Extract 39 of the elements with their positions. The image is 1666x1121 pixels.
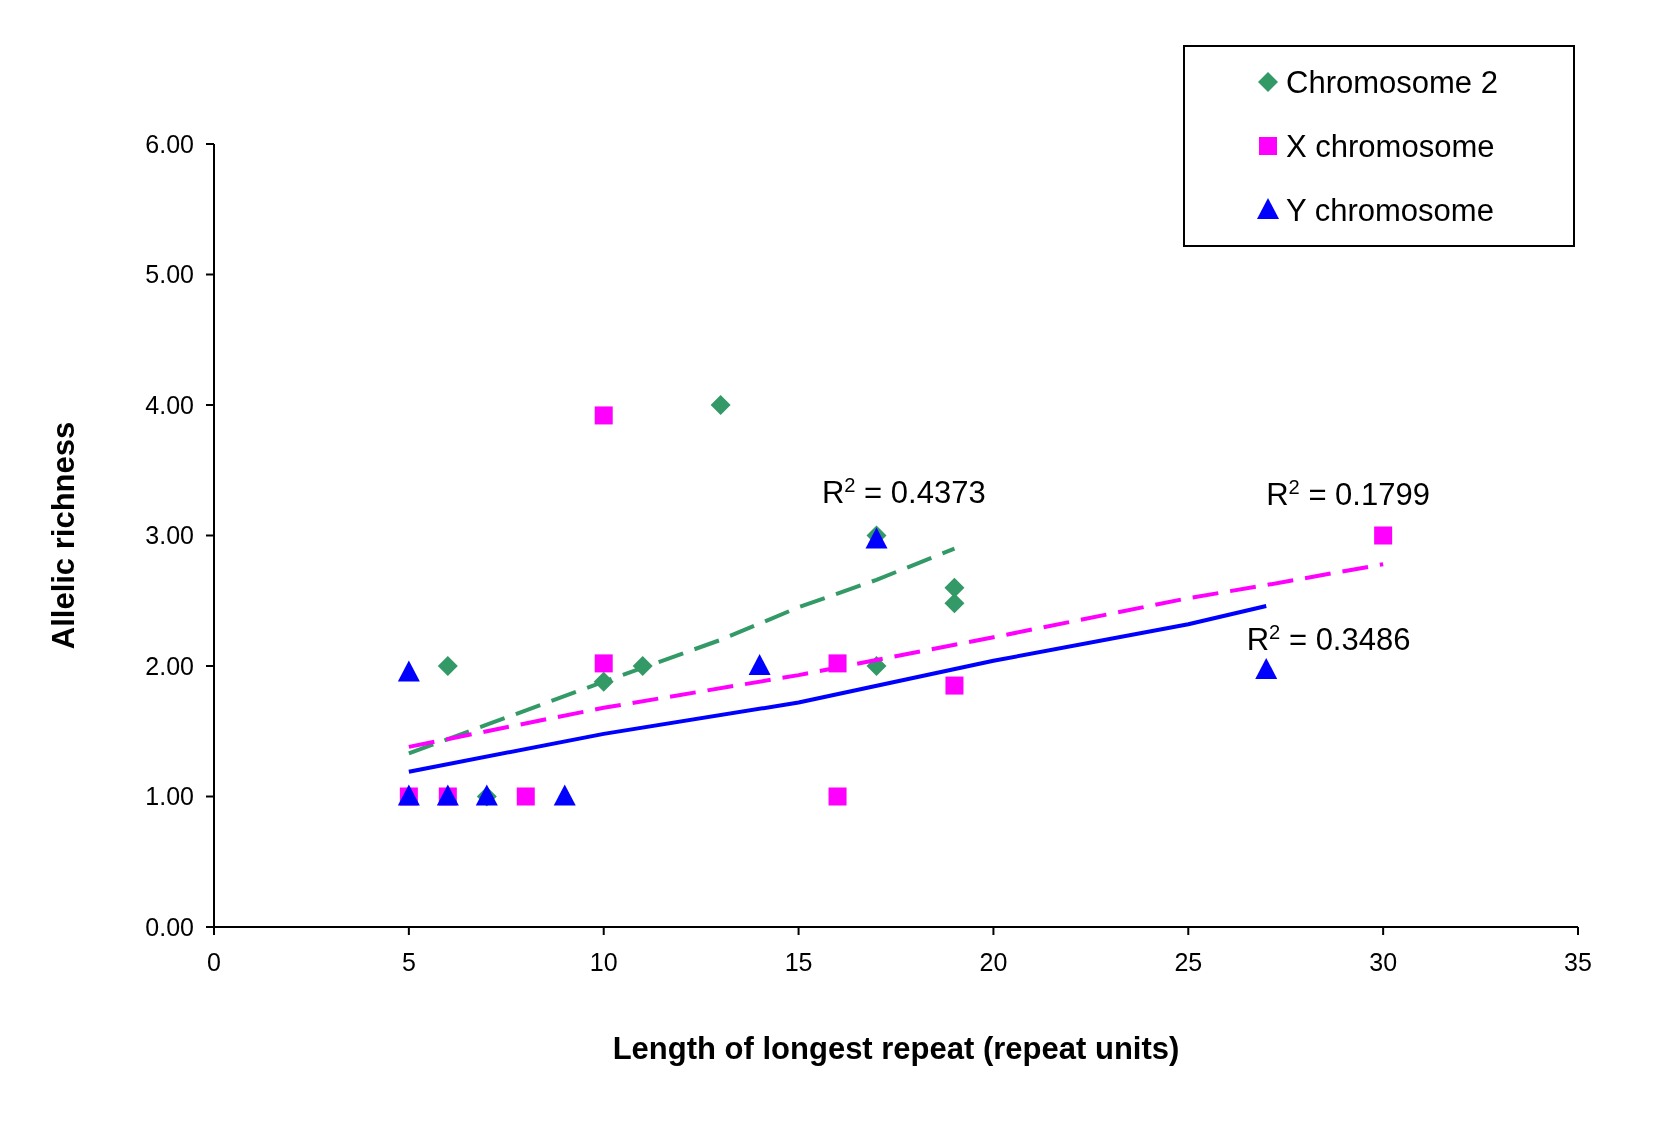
point <box>1374 526 1393 545</box>
x-tick-label: 0 <box>207 948 221 976</box>
x-tick-label: 15 <box>784 948 813 976</box>
point <box>397 660 420 682</box>
point <box>1255 657 1278 679</box>
x-tick-label: 20 <box>979 948 1008 976</box>
point <box>944 593 965 614</box>
point <box>710 395 731 415</box>
point <box>594 406 613 425</box>
y-tick-label: 2.00 <box>145 651 194 680</box>
line-series <box>406 603 1269 774</box>
y-tick-label: 1.00 <box>145 782 194 811</box>
legend-label: Chromosome 2 <box>1286 64 1498 100</box>
point <box>516 787 535 806</box>
point <box>945 676 964 695</box>
annotation: R$^{2}$ = 0.3486 <box>1246 621 1411 658</box>
legend-label: Y chromosome <box>1286 192 1494 228</box>
x-tick-label: 30 <box>1369 948 1398 976</box>
point <box>437 656 458 676</box>
point <box>828 787 847 806</box>
x-tick-label: 35 <box>1564 948 1592 976</box>
y-axis-title: Allelic richness <box>46 421 81 650</box>
x-tick-label: 5 <box>401 948 416 976</box>
y-tick-label: 3.00 <box>145 521 194 550</box>
y-tick-label: 6.00 <box>145 129 194 158</box>
legend-label: X chromosome <box>1286 128 1495 164</box>
y-tick-label: 5.00 <box>145 260 194 289</box>
y-tick-label: 0.00 <box>145 912 194 941</box>
y-tick-label: 4.00 <box>145 390 194 419</box>
x-axis-title: Length of longest repeat (repeat units) <box>612 1031 1180 1066</box>
x-tick-label: 25 <box>1174 948 1203 976</box>
point <box>553 784 576 806</box>
point <box>594 654 613 673</box>
point <box>748 654 771 675</box>
annotation: R$^{2}$ = 0.4373 <box>821 473 986 510</box>
point <box>944 577 965 598</box>
annotation: R$^{2}$ = 0.1799 <box>1266 476 1430 513</box>
x-tick-label: 10 <box>589 948 618 976</box>
line-series <box>406 546 957 756</box>
